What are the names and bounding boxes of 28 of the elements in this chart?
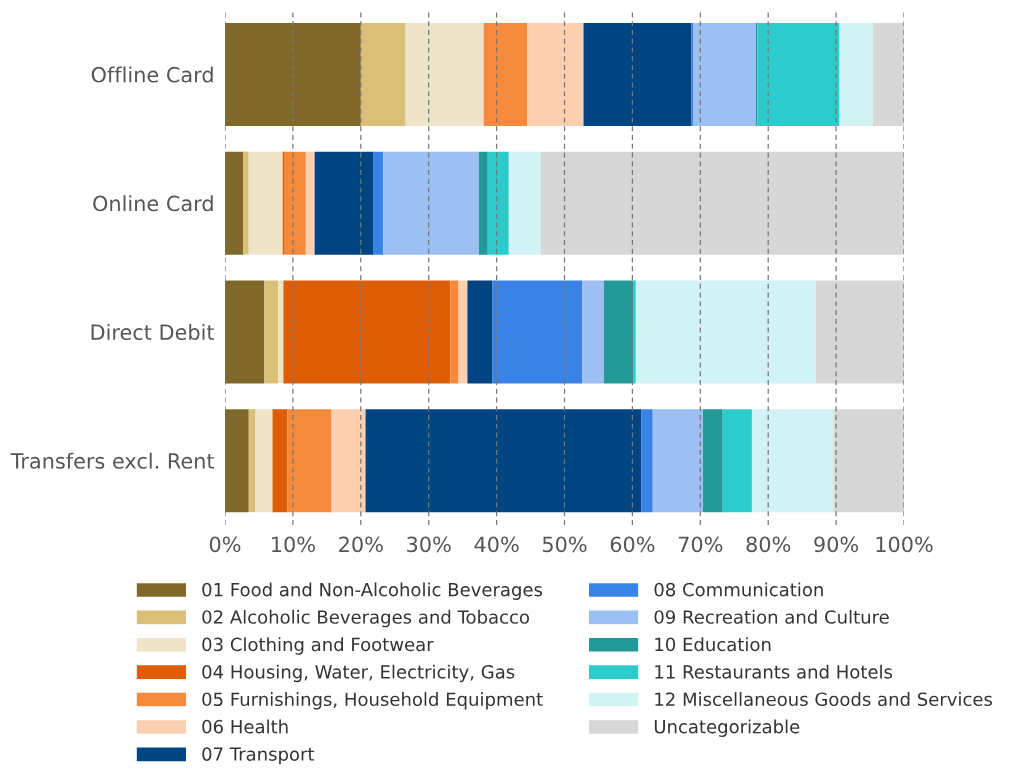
x-tick-label: 90% xyxy=(814,536,859,553)
y-tick-label: Online Card xyxy=(93,195,213,212)
legend-label: 08 Communication xyxy=(654,582,823,597)
y-tick-label: Direct Debit xyxy=(91,323,215,341)
x-tick-label: 70% xyxy=(678,536,723,553)
y-tick-label: Offline Card xyxy=(91,66,213,83)
x-tick-label: 0% xyxy=(209,536,241,553)
y-tick-label: Transfers excl. Rent xyxy=(10,452,215,469)
x-tick-label: 100% xyxy=(876,536,933,553)
x-tick-label: 60% xyxy=(610,536,655,553)
legend-label: 05 Furnishings, Household Equipment xyxy=(202,692,543,710)
legend-label: 06 Health xyxy=(202,719,288,734)
legend-label: 02 Alcoholic Beverages and Tobacco xyxy=(202,609,529,628)
x-tick-label: 40% xyxy=(474,536,519,553)
legend-label: 03 Clothing and Footwear xyxy=(202,637,434,655)
legend-label: Uncategorizable xyxy=(654,719,800,737)
legend-label: 04 Housing, Water, Electricity, Gas xyxy=(202,664,515,683)
legend-label: 09 Recreation and Culture xyxy=(654,609,889,624)
x-tick-label: 50% xyxy=(542,536,587,553)
legend-label: 10 Education xyxy=(655,637,771,652)
legend-label: 01 Food and Non-Alcoholic Beverages xyxy=(202,582,543,600)
x-tick-label: 80% xyxy=(746,536,791,553)
legend-label: 12 Miscellaneous Goods and Services xyxy=(655,692,993,707)
x-tick-label: 20% xyxy=(339,536,383,553)
legend-label: 11 Restaurants and Hotels xyxy=(655,664,893,679)
x-tick-label: 10% xyxy=(272,536,315,553)
legend-label: 07 Transport xyxy=(202,747,315,765)
x-tick-label: 30% xyxy=(407,536,451,553)
